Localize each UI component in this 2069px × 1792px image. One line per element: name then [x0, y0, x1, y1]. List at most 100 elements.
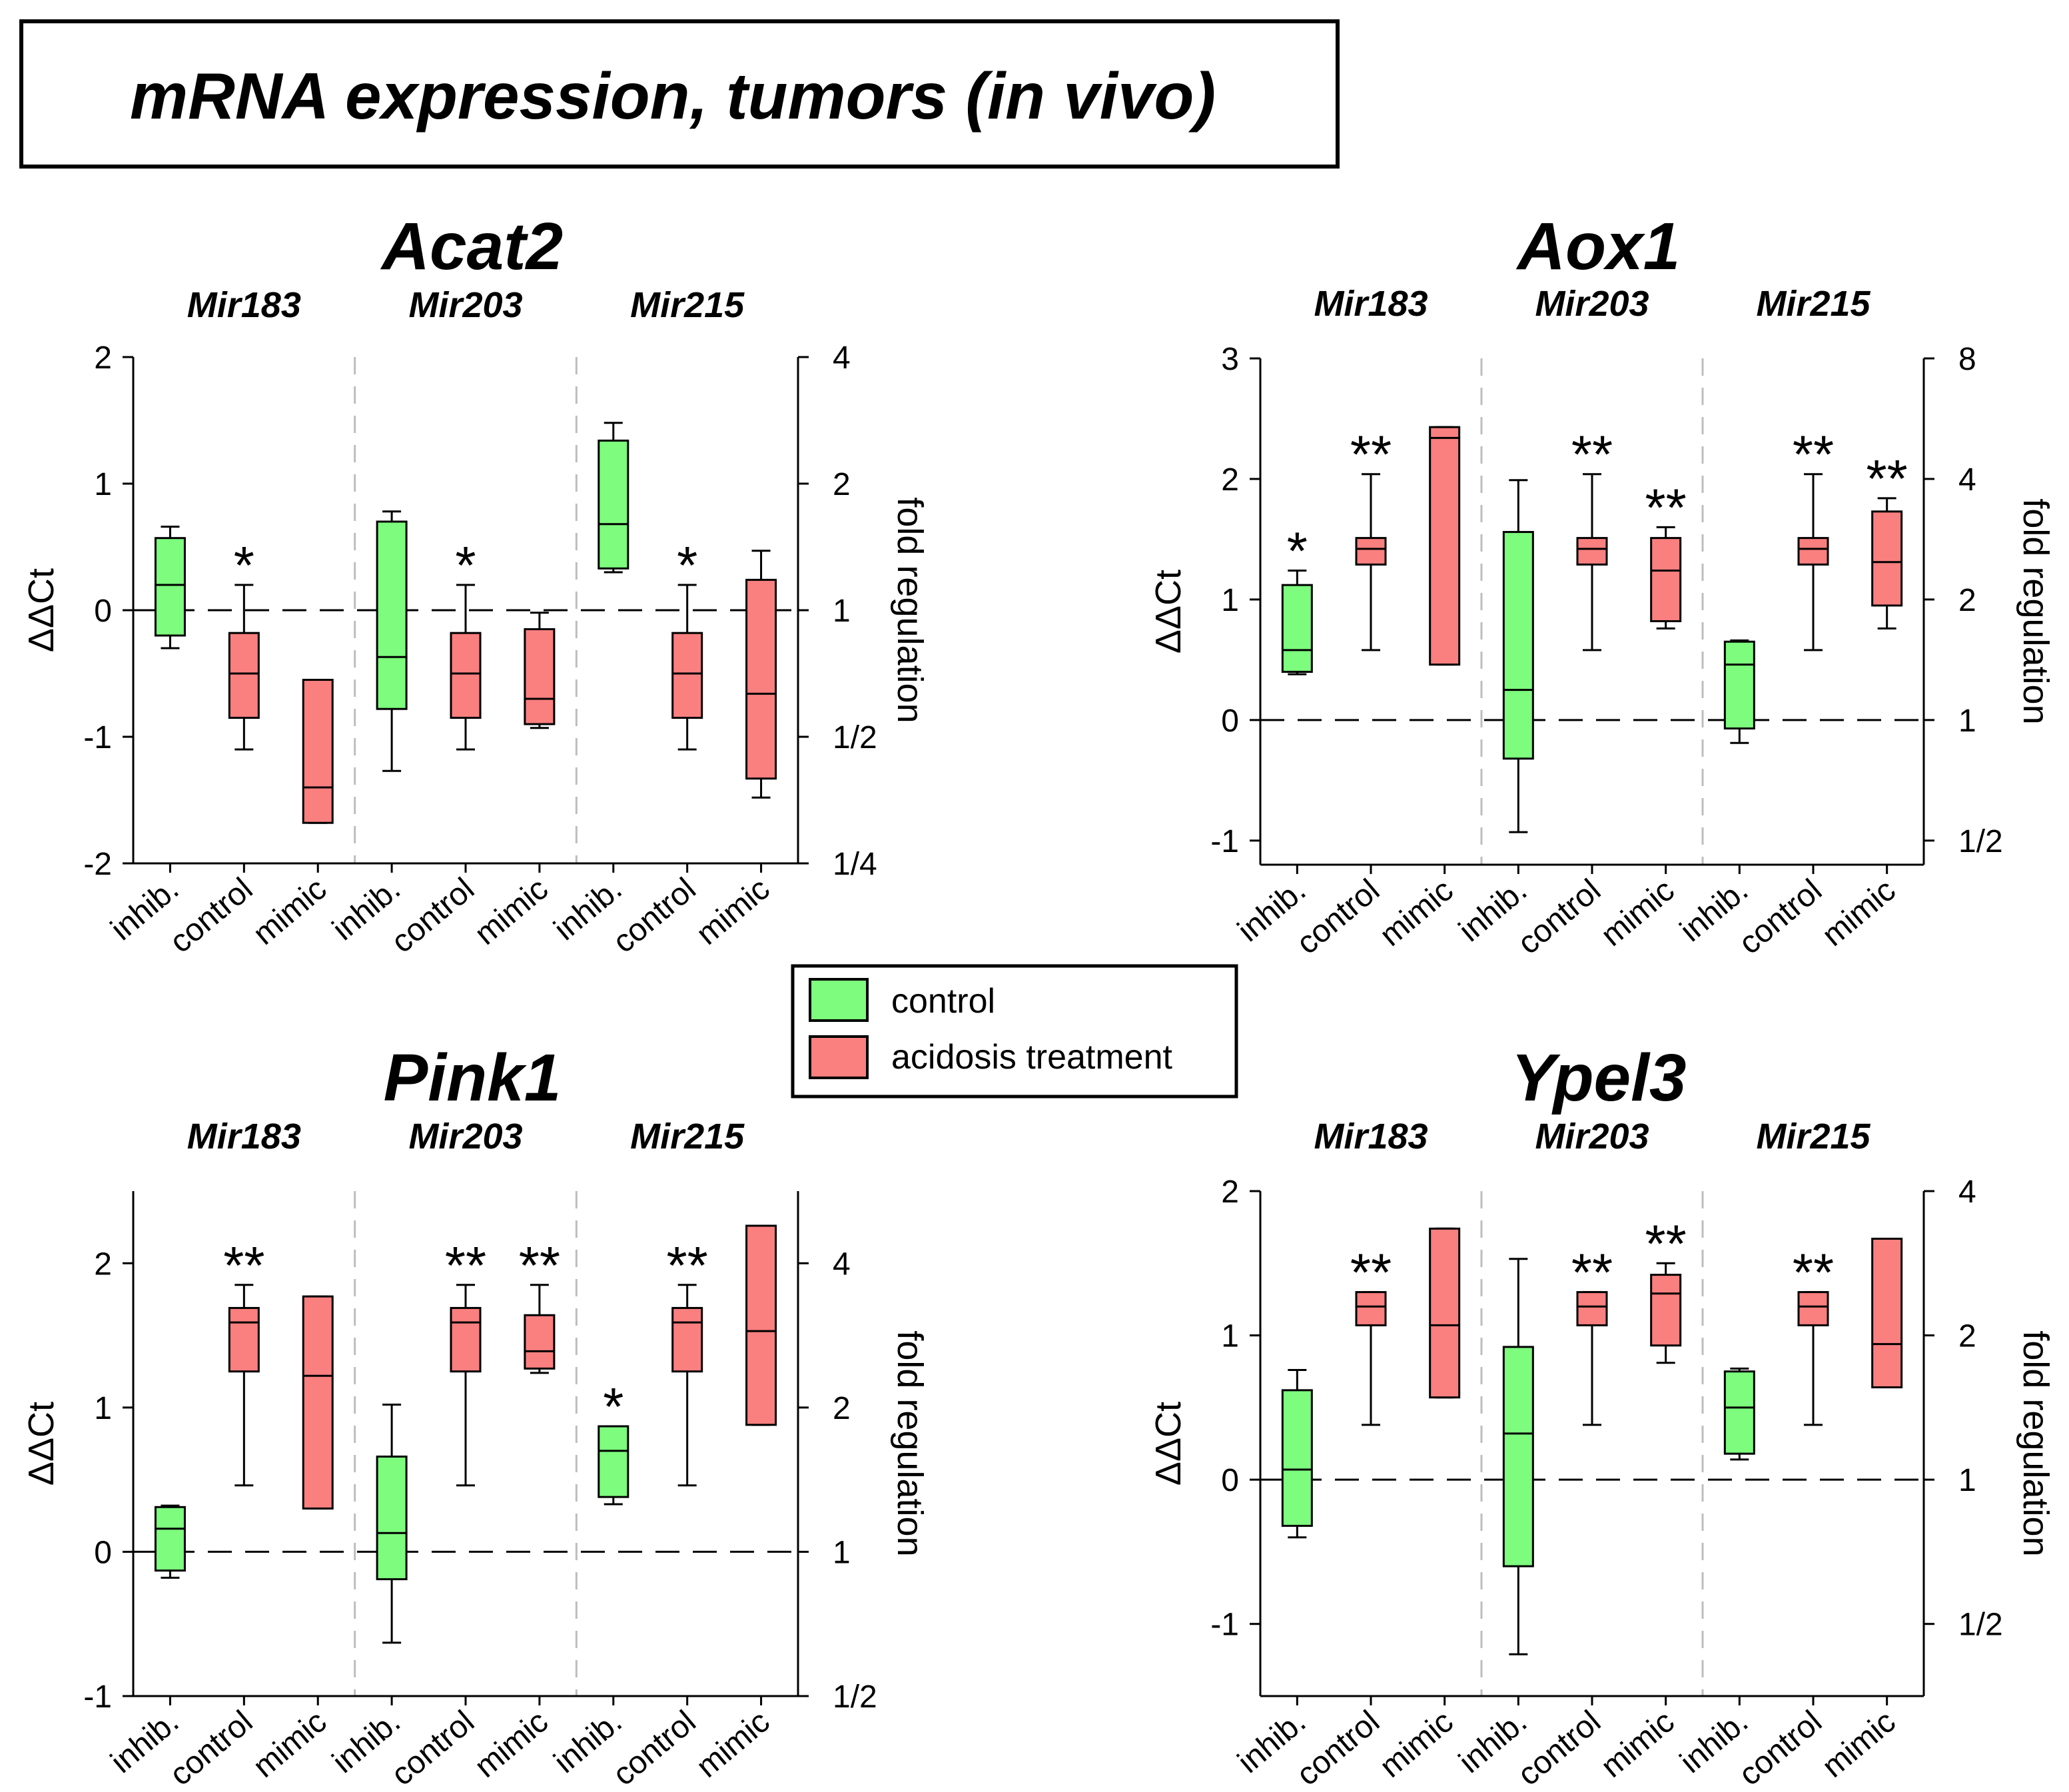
x-tick-label: control: [606, 871, 702, 960]
title-box: mRNA expression, tumors (in vivo): [19, 19, 1340, 169]
group-label: Mir183: [187, 1117, 301, 1156]
y-axis-label: ΔΔCt: [1148, 570, 1188, 654]
x-tick-label: control: [385, 1704, 481, 1792]
box-body: [1797, 537, 1829, 566]
panel-ypel3: Ypel3 Mir183 Mir203 Mir215 2 1 0 -1 4 2 1 1/2 ΔΔCt fo…: [1148, 1041, 2056, 1792]
panel-title: Acat2: [380, 209, 563, 284]
y-tick-label: 0: [1221, 703, 1239, 739]
significance-marker: **: [1350, 425, 1392, 484]
box-body: [671, 1306, 703, 1373]
box-mir183-inhib: [154, 1504, 186, 1579]
box-body: [524, 628, 556, 725]
y-tick-label: 0: [94, 594, 112, 629]
box-mir183-inhib: [154, 526, 186, 650]
group-label: Mir203: [1535, 284, 1649, 324]
box-mir215-mimic: **: [1866, 449, 1908, 630]
box-body: [671, 632, 703, 719]
y2-axis-label: fold regulation: [2016, 498, 2056, 724]
y-tick-label: -1: [83, 1679, 112, 1715]
x-tick-label: control: [606, 1704, 702, 1792]
box-mir183-mimic: [302, 1295, 334, 1510]
x-tick-label: mimic: [468, 1704, 555, 1785]
panel-pink1: Pink1 Mir183 Mir203 Mir215 2 1 0 -1 4 2 1 1/2 ΔΔCt fo…: [21, 1041, 930, 1792]
box-body: [302, 1295, 334, 1510]
y2-tick-label: 2: [1958, 583, 1976, 618]
box-mir203-mimic: **: [1645, 478, 1687, 630]
legend-swatch-control: [809, 978, 869, 1022]
box-mir183-control: **: [1350, 1243, 1392, 1426]
y2-tick-label: 2: [833, 467, 851, 502]
x-tick-label: control: [1733, 873, 1829, 961]
x-tick-label: mimic: [1374, 873, 1460, 953]
y-tick-label: -1: [1210, 1607, 1239, 1643]
title-frame: [19, 19, 1340, 169]
significance-marker: **: [1645, 478, 1687, 537]
panel-title: Aox1: [1515, 209, 1681, 284]
group-label: Mir183: [1314, 284, 1428, 324]
y2-tick-label: 1/2: [1958, 824, 2003, 859]
box-mir183-mimic: [1429, 426, 1461, 666]
box-mir203-control: **: [445, 1236, 486, 1487]
y2-axis-label: fold regulation: [890, 497, 930, 723]
y2-tick-label: 1: [1958, 1463, 1976, 1498]
box-mir215-inhib: [1723, 639, 1755, 744]
box-body: [450, 1306, 482, 1373]
y-tick-label: 1: [1221, 583, 1239, 618]
group-label: Mir215: [630, 285, 745, 325]
x-tick-label: control: [1290, 1704, 1386, 1792]
box-body: [154, 537, 186, 637]
significance-marker: *: [455, 536, 476, 595]
y2-tick-label: 8: [1958, 342, 1976, 377]
y-tick-label: 3: [1221, 342, 1239, 377]
panel-aox1: Aox1 Mir183 Mir203 Mir215 3 2 1 0 -1 8 4 2 1 1/2 ΔΔCt f…: [1148, 209, 2056, 961]
significance-marker: **: [1866, 449, 1908, 508]
box-mir203-inhib: [376, 1404, 408, 1644]
y2-tick-label: 4: [1958, 1174, 1976, 1210]
y-tick-label: 1: [94, 467, 112, 502]
box-mir203-control: **: [1571, 1243, 1613, 1426]
x-tick-label: mimic: [1816, 873, 1902, 953]
significance-marker: **: [223, 1236, 264, 1295]
y-tick-label: -1: [83, 720, 112, 755]
y-axis-label: ΔΔCt: [1148, 1402, 1188, 1486]
significance-marker: *: [234, 536, 254, 595]
box-mir215-inhib: *: [598, 1377, 629, 1506]
group-label: Mir203: [1535, 1117, 1649, 1156]
legend-label-control: control: [891, 982, 995, 1021]
x-tick-label: mimic: [1816, 1704, 1902, 1785]
significance-marker: **: [1571, 425, 1613, 484]
y2-axis-label: fold regulation: [890, 1330, 930, 1556]
box-body: [1723, 1370, 1755, 1455]
y2-tick-label: 1/2: [1958, 1607, 2003, 1643]
y2-tick-label: 2: [833, 1391, 851, 1426]
box-body: [598, 1425, 629, 1498]
y-tick-label: 1: [1221, 1319, 1239, 1354]
y-tick-label: 1: [94, 1391, 112, 1426]
figure-title: mRNA expression, tumors (in vivo): [130, 59, 1216, 133]
y-tick-label: 2: [1221, 462, 1239, 498]
box-body: [228, 632, 260, 719]
y2-tick-label: 4: [1958, 462, 1976, 498]
box-mir183-control: *: [228, 536, 260, 751]
box-mir203-inhib: [376, 510, 408, 772]
y2-tick-label: 1: [1958, 703, 1976, 739]
y2-tick-label: 4: [833, 1246, 851, 1282]
significance-marker: **: [519, 1236, 560, 1295]
box-mir203-control: *: [450, 536, 482, 751]
box-body: [745, 578, 777, 780]
y2-tick-label: 1/4: [833, 847, 877, 882]
group-label: Mir203: [408, 1117, 522, 1156]
box-mir203-inhib: [1502, 1258, 1534, 1655]
y-tick-label: 2: [1221, 1174, 1239, 1210]
box-body: [1797, 1291, 1829, 1326]
y-axis-label: ΔΔCt: [21, 568, 61, 652]
group-label: Mir183: [1314, 1117, 1428, 1156]
y-tick-label: 2: [94, 1246, 112, 1282]
y-tick-label: 0: [94, 1535, 112, 1570]
box-mir183-control: **: [223, 1236, 264, 1487]
y2-tick-label: 4: [833, 340, 851, 376]
box-mir183-control: **: [1350, 425, 1392, 652]
box-mir215-control: **: [1793, 1243, 1834, 1426]
x-tick-label: mimic: [1374, 1704, 1460, 1785]
box-body: [1355, 1291, 1387, 1326]
